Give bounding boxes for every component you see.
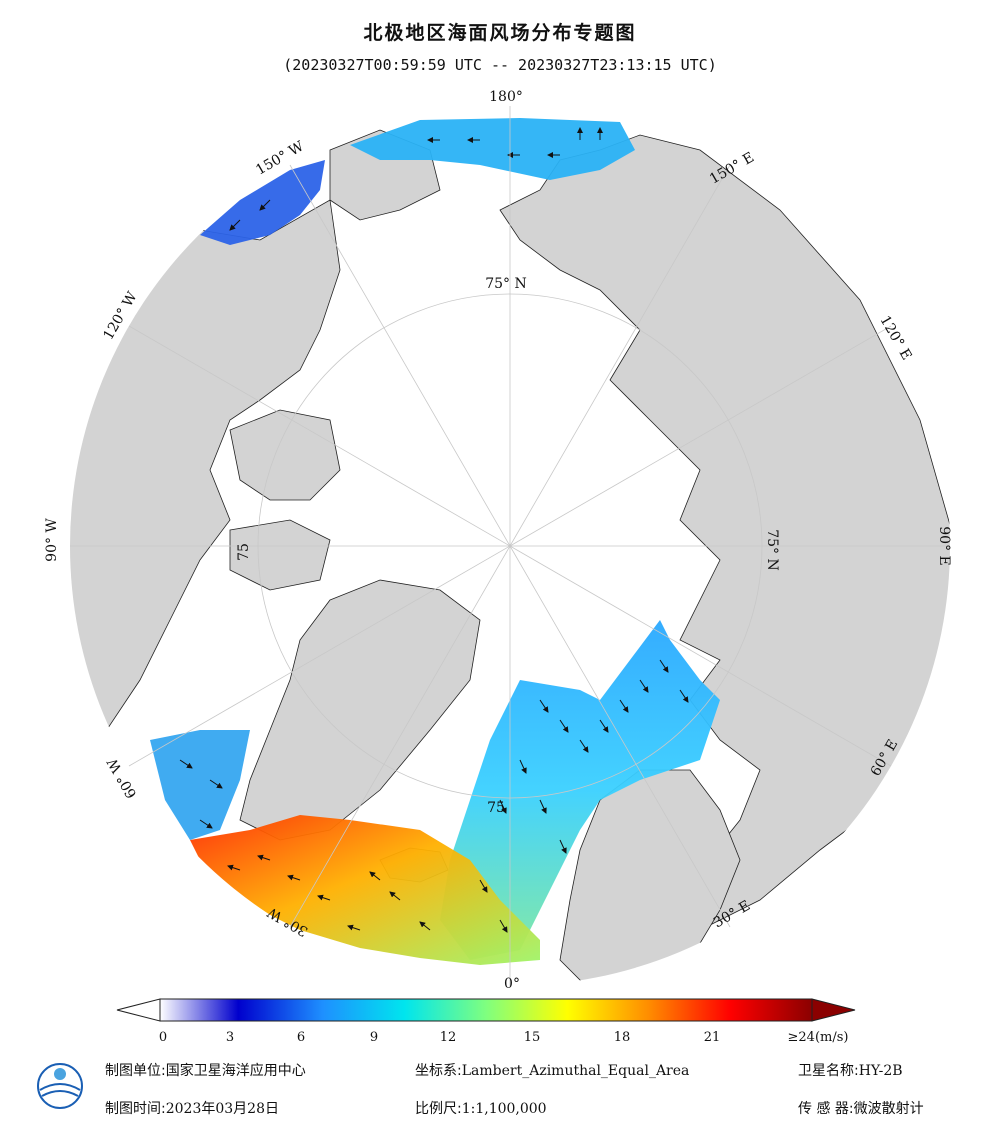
footer-producer: 制图单位:国家卫星海洋应用中心: [105, 1060, 306, 1080]
graticule: [70, 106, 950, 986]
land-asia-pacific: [499, 134, 950, 931]
land-canadian-archipelago: [229, 409, 341, 591]
map-title: 北极地区海面风场分布专题图: [363, 22, 637, 44]
footer-crs: 坐标系:Lambert_Azimuthal_Equal_Area: [415, 1060, 689, 1080]
crs-value: Lambert_Azimuthal_Equal_Area: [461, 1063, 690, 1079]
satellite-label: 卫星名称:: [798, 1063, 859, 1079]
colorbar-tick: 21: [703, 1030, 721, 1045]
colorbar-tick: 12: [439, 1030, 457, 1045]
time-range: (20230327T00:59:59 UTC -- 20230327T23:13…: [283, 56, 717, 74]
colorbar-bar: [159, 998, 813, 1022]
producer-label: 制图单位:: [105, 1063, 166, 1079]
colorbar-unit: ≥24(m/s): [787, 1030, 849, 1045]
wind-swath-gulf-alaska: [200, 160, 325, 245]
footer-sensor: 传 感 器:微波散射计: [798, 1098, 924, 1118]
sensor-value: 微波散射计: [853, 1101, 924, 1117]
label-90e: 90° E: [936, 526, 952, 565]
wind-vectors: [179, 127, 689, 933]
colorbar-tick: 15: [523, 1030, 541, 1045]
nsoas-globe-logo: [37, 1063, 83, 1109]
label-0: 0°: [504, 976, 520, 992]
footer-scale: 比例尺:1:1,100,000: [415, 1098, 547, 1118]
label-lat-south: 75: [487, 800, 505, 816]
label-lat-west: 75: [236, 543, 252, 561]
label-180: 180°: [489, 89, 523, 105]
footer-satellite: 卫星名称:HY-2B: [798, 1060, 903, 1080]
label-lat-north: 75° N: [485, 276, 527, 292]
date-label: 制图时间:: [105, 1101, 166, 1117]
footer-date: 制图时间:2023年03月28日: [105, 1098, 279, 1118]
wind-swath-bering: [350, 118, 635, 180]
date-value: 2023年03月28日: [165, 1101, 279, 1117]
colorbar-tick: 18: [613, 1030, 631, 1045]
label-lat-east: 75° N: [764, 529, 780, 571]
producer-value: 国家卫星海洋应用中心: [165, 1063, 306, 1079]
colorbar-min-triangle: [116, 998, 161, 1022]
colorbar-tick: 0: [158, 1030, 168, 1045]
sensor-label: 传 感 器:: [798, 1101, 854, 1117]
colorbar-max-triangle: [811, 998, 856, 1022]
wind-swath-north-atlantic: [190, 815, 540, 965]
colorbar-tick: 6: [296, 1030, 306, 1045]
satellite-value: HY-2B: [858, 1063, 903, 1079]
wind-swath-baffin: [150, 730, 250, 840]
colorbar: [116, 998, 856, 1022]
land-north-america: [70, 199, 341, 761]
crs-label: 坐标系:: [415, 1063, 462, 1079]
scale-value: 1:1,100,000: [461, 1101, 547, 1117]
colorbar-tick: 3: [225, 1030, 235, 1045]
colorbar-tick: 9: [369, 1030, 379, 1045]
scale-label: 比例尺:: [415, 1101, 462, 1117]
label-90w: 90° W: [44, 518, 60, 562]
